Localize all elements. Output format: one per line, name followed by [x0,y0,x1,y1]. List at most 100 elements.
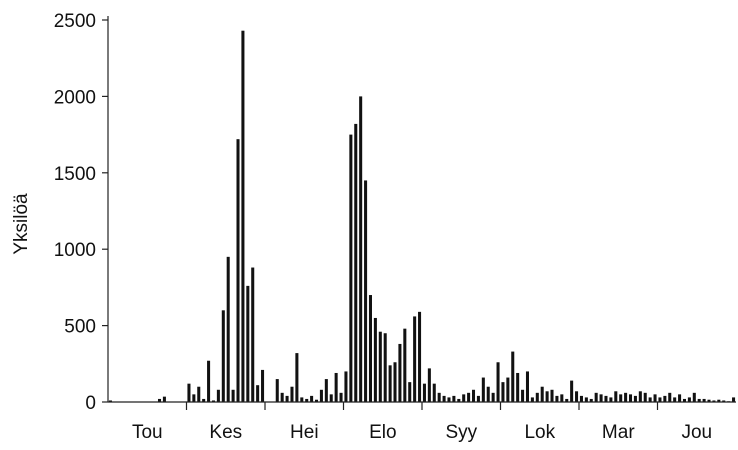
bar [491,392,495,402]
bar [364,180,368,402]
bar [339,392,343,402]
bar [329,394,333,402]
bar [378,331,382,402]
bar [305,398,309,402]
bar [467,392,471,402]
bar [447,397,451,402]
y-tick-label: 2500 [54,11,96,32]
bar [496,362,500,402]
bar [251,267,255,402]
bar [550,389,554,402]
bar [422,383,426,402]
bar [437,392,441,402]
bar [506,377,510,402]
bar [668,392,672,402]
x-tick-label: Kes [209,422,242,443]
bar [717,399,721,402]
bar [511,351,515,402]
bar [202,398,206,402]
bar [261,369,265,402]
bar [324,379,328,402]
bar [687,397,691,402]
bar [452,395,456,402]
bar [633,395,637,402]
bar [476,395,480,402]
bar [521,389,525,402]
bar [707,399,711,402]
bar [545,391,549,402]
bar [702,398,706,402]
y-tick-label: 1000 [54,240,96,261]
bar [418,311,422,402]
bar [732,397,736,402]
bar [216,389,220,402]
bar [442,395,446,402]
bar [310,395,314,402]
x-tick-label: Hei [290,422,319,443]
bar [368,295,372,402]
bar [221,310,225,402]
bar [256,385,260,402]
bar [285,395,289,402]
bar [535,392,539,402]
bar [481,377,485,402]
bar [187,383,191,402]
bar-series [108,30,736,403]
bar [658,397,662,402]
bar [408,382,412,402]
bar [624,392,628,402]
bar [570,380,574,402]
bar [673,397,677,402]
bar [525,371,529,402]
bar [599,394,603,402]
y-tick-label: 1500 [54,164,96,185]
bar [697,398,701,402]
bar [589,398,593,402]
bar [692,392,696,402]
bar [383,333,387,402]
x-tick-label: Elo [369,422,396,443]
bar [295,353,299,402]
bar [246,285,250,402]
bar [619,394,623,402]
bar [648,397,652,402]
bar [614,391,618,402]
bar [388,365,392,402]
bar [457,398,461,402]
bar [643,392,647,402]
bar [349,134,353,402]
bar [663,395,667,402]
bar [432,383,436,402]
bar [609,397,613,402]
bar [108,400,112,402]
bar [471,389,476,402]
y-tick-label: 2000 [54,87,96,108]
y-axis: 0 500 1000 1500 2000 2500 [54,11,109,414]
bar [398,343,402,402]
bar [236,139,240,402]
bar [241,30,245,402]
bar [314,399,319,402]
bar [579,395,583,402]
bar [373,317,377,402]
x-tick-label: Tou [132,422,163,443]
bar [354,123,358,403]
bar [516,372,520,402]
bar [344,371,348,402]
bar [653,394,657,402]
x-tick-label: Mar [602,422,635,443]
bar [207,360,211,402]
bar [678,394,682,402]
y-tick-label: 0 [85,393,96,414]
bar [427,368,431,402]
bar [334,372,338,402]
bar [403,328,407,402]
bar [575,391,579,402]
x-axis: Tou Kes Hei Elo Syy Lok Mar Jou [108,401,736,443]
bar [462,394,466,402]
x-tick-label: Lok [524,422,555,443]
bar [565,398,569,402]
y-tick-label: 500 [64,317,96,338]
bar [359,96,363,403]
bar [226,256,230,402]
